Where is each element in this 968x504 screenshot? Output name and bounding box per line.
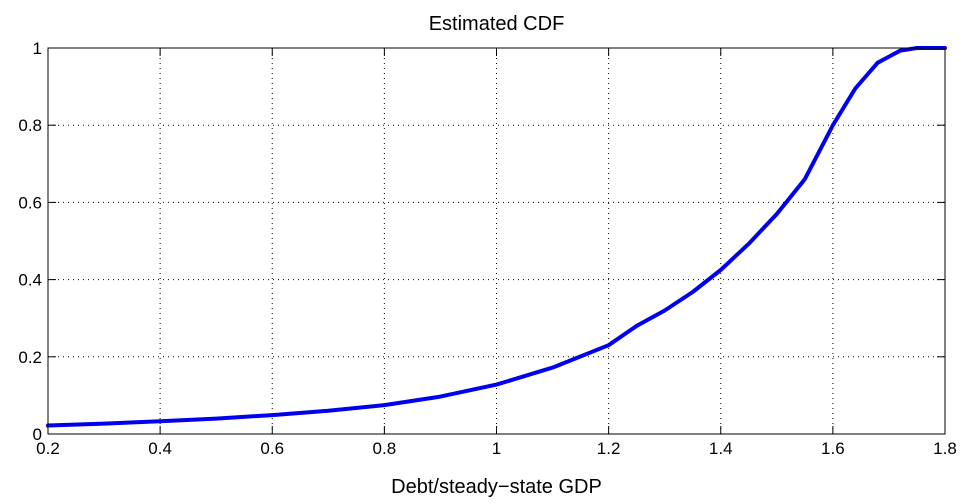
- x-tick-label: 0.8: [373, 439, 397, 458]
- y-tick-label: 0.2: [18, 348, 42, 367]
- x-tick-label: 1.8: [933, 439, 957, 458]
- x-axis-label: Debt/steady−state GDP: [391, 476, 602, 498]
- y-tick-label: 1: [33, 39, 42, 58]
- y-tick-label: 0.8: [18, 116, 42, 135]
- chart-title: Estimated CDF: [429, 13, 565, 35]
- y-tick-label: 0.6: [18, 193, 42, 212]
- x-tick-label: 1.6: [821, 439, 845, 458]
- y-tick-label: 0: [33, 425, 42, 444]
- x-tick-label: 1.2: [597, 439, 621, 458]
- x-tick-label: 1.4: [709, 439, 733, 458]
- x-tick-label: 0.4: [148, 439, 172, 458]
- y-tick-label: 0.4: [18, 271, 42, 290]
- x-tick-label: 0.6: [260, 439, 284, 458]
- x-tick-label: 1: [492, 439, 501, 458]
